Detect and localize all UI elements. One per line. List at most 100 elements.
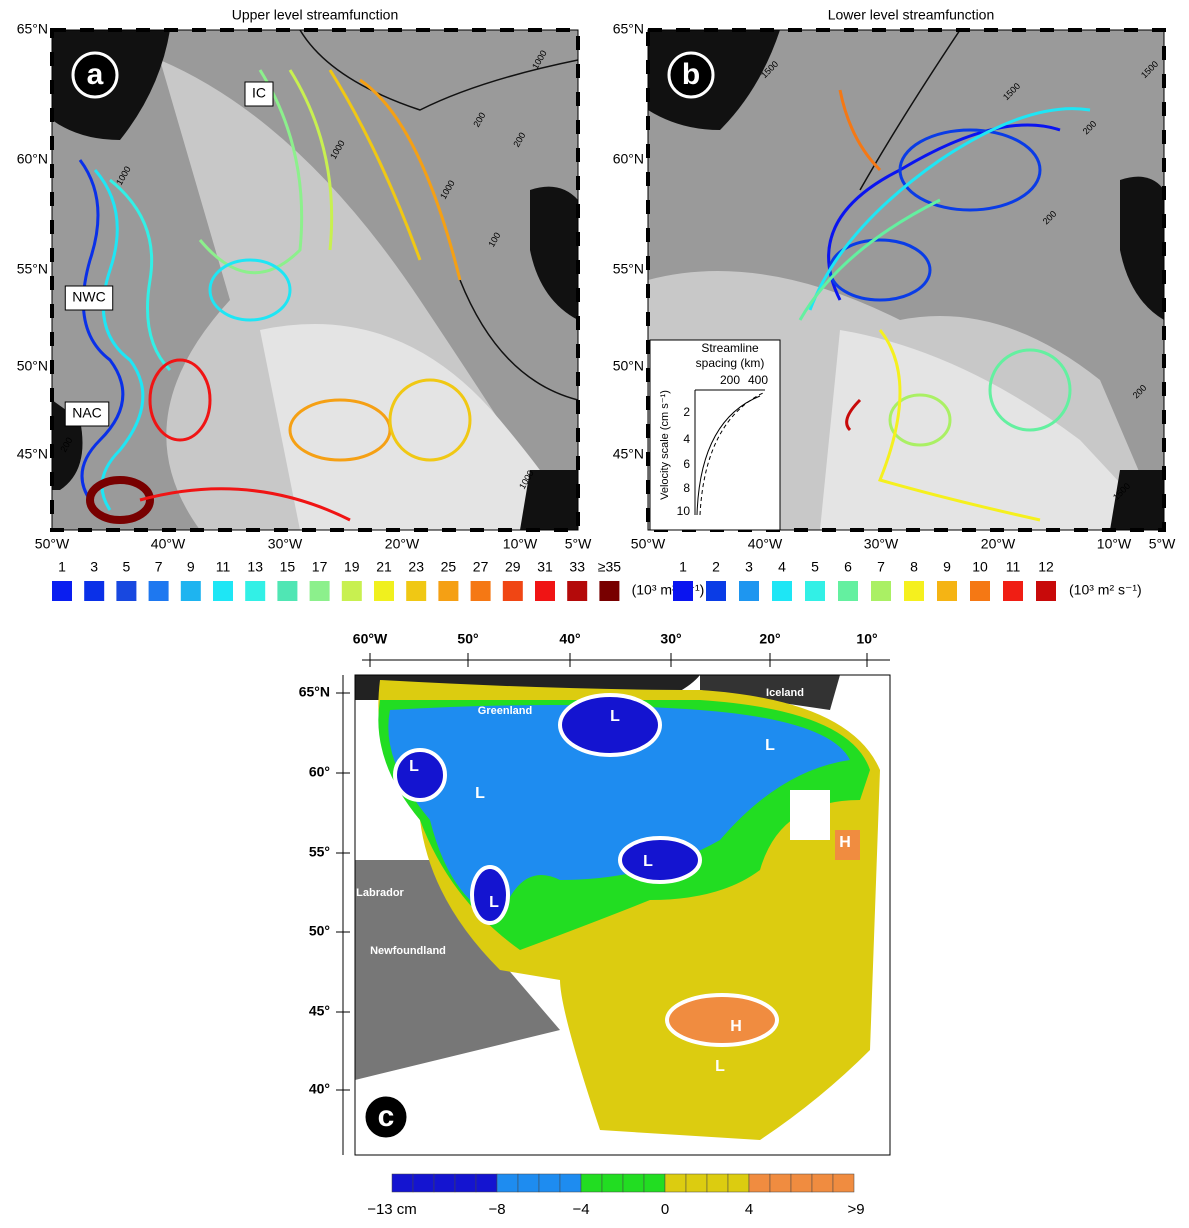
legend-label: 15 xyxy=(280,559,296,575)
lat-label: 45° xyxy=(309,1003,330,1019)
map-marker: H xyxy=(839,834,851,851)
lat-label: 65°N xyxy=(613,21,644,37)
lon-label: 40° xyxy=(559,631,580,647)
lat-label: 55°N xyxy=(17,261,48,277)
colorbar-cell xyxy=(539,1174,560,1192)
inset-tick-label: 8 xyxy=(683,481,690,495)
legend-swatch xyxy=(503,581,523,601)
colorbar-label: −8 xyxy=(488,1201,505,1218)
lon-label: 50°W xyxy=(631,536,666,552)
legend-swatch xyxy=(535,581,555,601)
lat-label: 55° xyxy=(309,844,330,860)
inset-tick-label: 4 xyxy=(683,432,690,446)
panel-letter: a xyxy=(87,58,104,91)
map-marker: L xyxy=(610,708,620,725)
colorbar-cell xyxy=(791,1174,812,1192)
inset-y-label: Velocity scale (cm s⁻¹) xyxy=(659,390,671,500)
current-label: NWC xyxy=(72,289,105,305)
legend-swatch xyxy=(673,581,693,601)
legend-label: 21 xyxy=(376,559,392,575)
map-a xyxy=(52,30,578,531)
legend-swatch xyxy=(706,581,726,601)
colorbar-label: 0 xyxy=(661,1201,669,1218)
map-marker: L xyxy=(643,853,653,870)
lon-label: 50°W xyxy=(35,536,70,552)
legend-swatch xyxy=(181,581,201,601)
legend-swatch xyxy=(1003,581,1023,601)
legend-label: ≥35 xyxy=(598,559,621,575)
colorbar-cell xyxy=(434,1174,455,1192)
lon-label: 10° xyxy=(856,631,877,647)
panel-letter: b xyxy=(682,58,700,91)
lat-label: 55°N xyxy=(613,261,644,277)
legend-label: 5 xyxy=(123,559,131,575)
legend-label: 12 xyxy=(1038,559,1054,575)
colorbar-label: >9 xyxy=(847,1201,864,1218)
legend-swatch xyxy=(567,581,587,601)
legend-label: 5 xyxy=(811,559,819,575)
colorbar-cell xyxy=(413,1174,434,1192)
legend-swatch xyxy=(871,581,891,601)
lat-label: 50°N xyxy=(17,358,48,374)
colorbar-cell xyxy=(707,1174,728,1192)
colorbar-cell xyxy=(602,1174,623,1192)
legend-label: 3 xyxy=(90,559,98,575)
lon-label: 5°W xyxy=(565,536,592,552)
legend-label: 6 xyxy=(844,559,852,575)
colorbar-cell xyxy=(581,1174,602,1192)
legend-label: 17 xyxy=(312,559,328,575)
lat-label: 60°N xyxy=(17,151,48,167)
legend-swatch xyxy=(805,581,825,601)
legend-swatch xyxy=(342,581,362,601)
map-marker: L xyxy=(489,894,499,911)
current-label: NAC xyxy=(72,405,102,421)
inset-tick-label: 200 xyxy=(720,373,740,387)
legend-swatch xyxy=(739,581,759,601)
lat-label: 45°N xyxy=(613,446,644,462)
legend-swatch xyxy=(1036,581,1056,601)
colorbar-cell xyxy=(623,1174,644,1192)
legend-label: 9 xyxy=(943,559,951,575)
colorbar-cell xyxy=(749,1174,770,1192)
colorbar-label: −4 xyxy=(572,1201,589,1218)
legend-label: 25 xyxy=(441,559,457,575)
place-label: Labrador xyxy=(356,887,404,899)
lon-label: 10°W xyxy=(1097,536,1132,552)
colorbar-cell xyxy=(476,1174,497,1192)
legend-swatch xyxy=(970,581,990,601)
inset-tick-label: 10 xyxy=(677,504,691,518)
colorbar-cell xyxy=(497,1174,518,1192)
legend-label: 1 xyxy=(58,559,66,575)
inset-tick-label: 400 xyxy=(748,373,768,387)
map-marker: L xyxy=(475,785,485,802)
legend-swatch xyxy=(52,581,72,601)
lat-label: 60°N xyxy=(613,151,644,167)
panel-title: Upper level streamfunction xyxy=(232,7,399,23)
legend-label: 1 xyxy=(679,559,687,575)
lon-label: 5°W xyxy=(1149,536,1176,552)
legend-swatch xyxy=(310,581,330,601)
page: { "panel_a": {"title": "Upper level stre… xyxy=(0,0,1189,1223)
legend-label: 8 xyxy=(910,559,918,575)
panel-letter: c xyxy=(378,1100,395,1133)
lon-label: 20°W xyxy=(981,536,1016,552)
colorbar-cell xyxy=(392,1174,413,1192)
colorbar-cell xyxy=(686,1174,707,1192)
legend-swatch xyxy=(406,581,426,601)
map-marker: H xyxy=(730,1018,742,1035)
lon-label: 20° xyxy=(759,631,780,647)
current-label: IC xyxy=(252,85,266,101)
lon-label: 30°W xyxy=(864,536,899,552)
lat-label: 60° xyxy=(309,764,330,780)
legend-swatch xyxy=(245,581,265,601)
legend-unit: (10³ m² s⁻¹) xyxy=(632,582,705,598)
colorbar-cell xyxy=(644,1174,665,1192)
map-marker: L xyxy=(715,1058,725,1075)
legend-label: 11 xyxy=(1006,559,1021,575)
lat-label: 50°N xyxy=(613,358,644,374)
lon-label: 10°W xyxy=(503,536,538,552)
legend-swatch xyxy=(84,581,104,601)
legend-label: 29 xyxy=(505,559,521,575)
legend-label: 33 xyxy=(569,559,585,575)
colorbar-cell xyxy=(665,1174,686,1192)
